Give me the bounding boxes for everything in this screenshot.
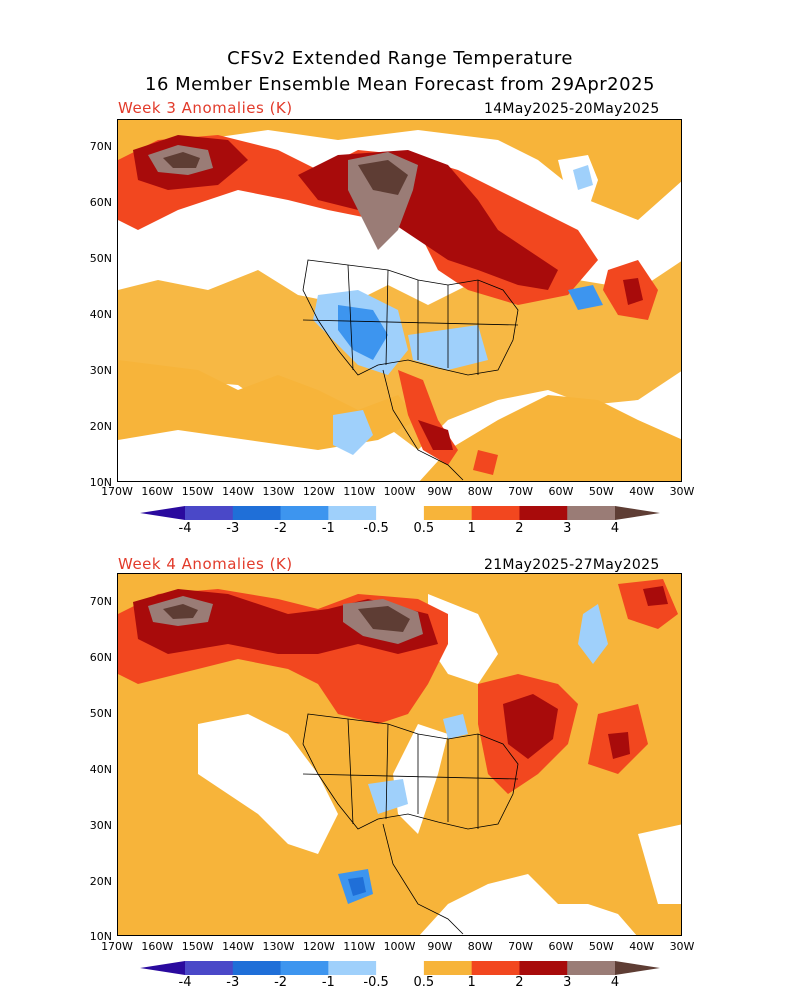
title-line-2: 16 Member Ensemble Mean Forecast from 29…: [145, 74, 655, 95]
lat-label: 30N: [89, 364, 112, 377]
lat-label: 20N: [89, 420, 112, 433]
lon-label: 150W: [181, 485, 214, 498]
lon-label: 130W: [262, 485, 295, 498]
lat-label: 40N: [89, 763, 112, 776]
lon-label: 80W: [467, 485, 493, 498]
lon-label: 60W: [548, 940, 574, 953]
colorbar-segment: [140, 961, 185, 975]
colorbar-segment: [328, 961, 377, 975]
colorbar-tick-label: 1: [467, 975, 476, 990]
colorbar-segment: [185, 961, 234, 975]
week3-anomaly-field: [118, 120, 681, 481]
colorbar-tick-label: 0.5: [413, 521, 435, 536]
colorbar-segment: [280, 961, 329, 975]
lon-label: 70W: [508, 485, 533, 498]
week4-anomaly-field: [118, 574, 681, 935]
lon-label: 90W: [427, 485, 453, 498]
lon-label: 140W: [222, 485, 254, 498]
lon-label: 60W: [548, 485, 574, 498]
lon-label: 40W: [629, 485, 655, 498]
colorbar-segment: [567, 961, 616, 975]
lon-label: 170W: [101, 940, 133, 953]
lon-label: 150W: [181, 940, 214, 953]
colorbar-segment: [140, 506, 185, 520]
colorbar-week4: [140, 961, 660, 975]
lat-label: 20N: [89, 875, 112, 888]
colorbar-tick-label: -1: [321, 975, 335, 990]
colorbar-segment: [280, 506, 329, 520]
colorbar-tick-label: 1: [467, 521, 476, 536]
colorbar-segment: [423, 961, 473, 975]
lat-label: 70N: [89, 140, 112, 153]
colorbar-tick-label: -1: [321, 521, 335, 536]
colorbar-tick-label: -0.5: [363, 521, 389, 536]
colorbar-tick-label: 3: [563, 975, 572, 990]
lon-label: 50W: [588, 940, 614, 953]
week4-label: Week 4 Anomalies (K): [118, 555, 293, 573]
lon-label: 100W: [383, 940, 416, 953]
lon-label: 120W: [302, 485, 335, 498]
lon-label: 70W: [508, 940, 533, 953]
lon-label: 160W: [141, 485, 174, 498]
colorbar-segment: [423, 506, 473, 520]
colorbar-segment: [232, 961, 282, 975]
lat-label: 10N: [89, 476, 112, 489]
colorbar-tick-label: -4: [178, 975, 192, 990]
colorbar-tick-label: 0.5: [413, 975, 435, 990]
colorbar-segment: [328, 506, 377, 520]
lat-label: 30N: [89, 819, 112, 832]
colorbar-tick-label: -3: [226, 975, 240, 990]
lon-label: 100W: [383, 485, 416, 498]
lon-label: 120W: [302, 940, 335, 953]
lat-label: 10N: [89, 930, 112, 943]
lon-label: 30W: [669, 485, 695, 498]
colorbar-tick-label: -2: [274, 975, 288, 990]
lon-label: 170W: [101, 485, 133, 498]
colorbar-segment: [471, 506, 520, 520]
colorbar-tick-label: -0.5: [363, 975, 389, 990]
lat-label: 50N: [89, 707, 112, 720]
colorbar-segment: [376, 961, 425, 975]
colorbar-segment: [615, 506, 660, 520]
lat-label: 70N: [89, 595, 112, 608]
colorbar-tick-label: -4: [178, 521, 192, 536]
week3-map: [117, 119, 682, 482]
colorbar-segment: [567, 506, 616, 520]
lon-label: 80W: [467, 940, 493, 953]
colorbar-week3: [140, 506, 660, 520]
week3-dates: 14May2025-20May2025: [484, 101, 660, 117]
colorbar-tick-label: 2: [515, 521, 524, 536]
colorbar-tick-label: 4: [610, 521, 620, 536]
lon-label: 30W: [669, 940, 695, 953]
colorbar-tick-label: 4: [610, 975, 620, 990]
title-line-1: CFSv2 Extended Range Temperature: [227, 48, 573, 69]
lon-label: 50W: [588, 485, 614, 498]
colorbar-tick-label: -3: [226, 521, 240, 536]
lon-label: 140W: [222, 940, 254, 953]
colorbar-segment: [376, 506, 425, 520]
colorbar-tick-label: 2: [515, 975, 524, 990]
colorbar-tick-label: 3: [563, 521, 572, 536]
lat-label: 40N: [89, 308, 112, 321]
lon-label: 40W: [629, 940, 655, 953]
colorbar-segment: [232, 506, 282, 520]
colorbar-segment: [185, 506, 234, 520]
colorbar-tick-label: -2: [274, 521, 288, 536]
week4-map: [117, 573, 682, 936]
lon-label: 90W: [427, 940, 453, 953]
week4-dates: 21May2025-27May2025: [484, 557, 660, 573]
colorbar-segment: [615, 961, 660, 975]
lat-label: 60N: [89, 196, 112, 209]
lon-label: 110W: [343, 485, 376, 498]
colorbar-segment: [519, 961, 568, 975]
lon-label: 110W: [343, 940, 376, 953]
lon-label: 130W: [262, 940, 295, 953]
colorbar-segment: [471, 961, 520, 975]
lat-label: 50N: [89, 252, 112, 265]
lat-label: 60N: [89, 651, 112, 664]
colorbar-segment: [519, 506, 568, 520]
week3-label: Week 3 Anomalies (K): [118, 99, 293, 117]
lon-label: 160W: [141, 940, 174, 953]
